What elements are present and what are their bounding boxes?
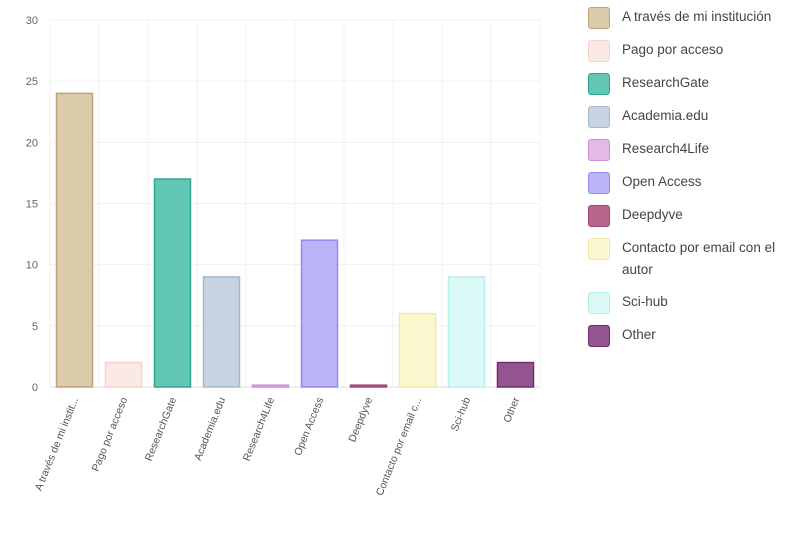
legend-label: Sci-hub	[622, 294, 668, 309]
legend-item[interactable]: A través de mi institución	[588, 6, 798, 29]
bar	[349, 384, 388, 388]
x-tick-label: Academia.edu	[192, 395, 228, 462]
legend-item[interactable]: Academia.edu	[588, 105, 798, 128]
legend-swatch	[588, 238, 610, 260]
x-tick-label: A través de mi instit...	[33, 396, 82, 493]
legend-label: Academia.edu	[622, 108, 709, 123]
legend-swatch	[588, 292, 610, 314]
legend-swatch	[588, 7, 610, 29]
x-tick-label: Sci-hub	[449, 395, 474, 433]
y-tick-label: 5	[32, 321, 38, 333]
legend-label: Deepdyve	[622, 207, 683, 222]
legend-label: Other	[622, 327, 656, 342]
bar	[496, 361, 535, 388]
legend-swatch	[588, 205, 610, 227]
chart-svg: 0 5 10 15 20 25 30 A través de mi instit... Pago…	[26, 15, 541, 498]
legend-label: A través de mi institución	[622, 9, 772, 24]
legend-item[interactable]: ResearchGate	[588, 72, 798, 95]
x-tick-label: Research4Life	[241, 395, 278, 462]
legend-item[interactable]: Other	[588, 324, 798, 347]
x-tick-label: Pago por acceso	[90, 395, 131, 473]
y-tick-label: 30	[26, 15, 38, 27]
bar	[300, 239, 339, 388]
legend-label: Research4Life	[622, 141, 710, 156]
legend-swatch	[588, 106, 610, 128]
bar	[251, 384, 290, 388]
y-tick-label: 20	[26, 137, 38, 149]
y-tick-label: 10	[26, 260, 38, 272]
legend-item[interactable]: Sci-hub	[588, 291, 798, 314]
legend-label: Pago por acceso	[622, 42, 724, 57]
bar	[447, 276, 486, 388]
legend-label: ResearchGate	[622, 75, 710, 90]
bar	[55, 92, 94, 388]
bar	[398, 312, 437, 388]
legend-item[interactable]: Deepdyve	[588, 204, 798, 227]
bar	[202, 276, 241, 388]
bar	[104, 361, 143, 388]
x-tick-label: ResearchGate	[143, 395, 180, 462]
x-tick-label: Deepdyve	[346, 395, 375, 443]
legend-swatch	[588, 325, 610, 347]
legend-label: Open Access	[622, 174, 702, 189]
legend-swatch	[588, 73, 610, 95]
legend-swatch	[588, 40, 610, 62]
legend: A través de mi institución Pago por acces…	[588, 6, 798, 357]
x-tick-label: Contacto por email c...	[374, 396, 424, 498]
legend-swatch	[588, 172, 610, 194]
y-tick-label: 15	[26, 199, 38, 211]
legend-item[interactable]: Contacto por email con el autor	[588, 237, 798, 281]
legend-label: Contacto por email con el autor	[622, 240, 776, 277]
legend-item[interactable]: Research4Life	[588, 138, 798, 161]
legend-item[interactable]: Open Access	[588, 171, 798, 194]
y-tick-label: 0	[32, 382, 38, 394]
x-tick-label: Open Access	[292, 396, 326, 458]
legend-swatch	[588, 139, 610, 161]
y-tick-label: 25	[26, 76, 38, 88]
bar	[153, 178, 192, 388]
x-tick-label: Other	[501, 395, 522, 424]
legend-item[interactable]: Pago por acceso	[588, 39, 798, 62]
